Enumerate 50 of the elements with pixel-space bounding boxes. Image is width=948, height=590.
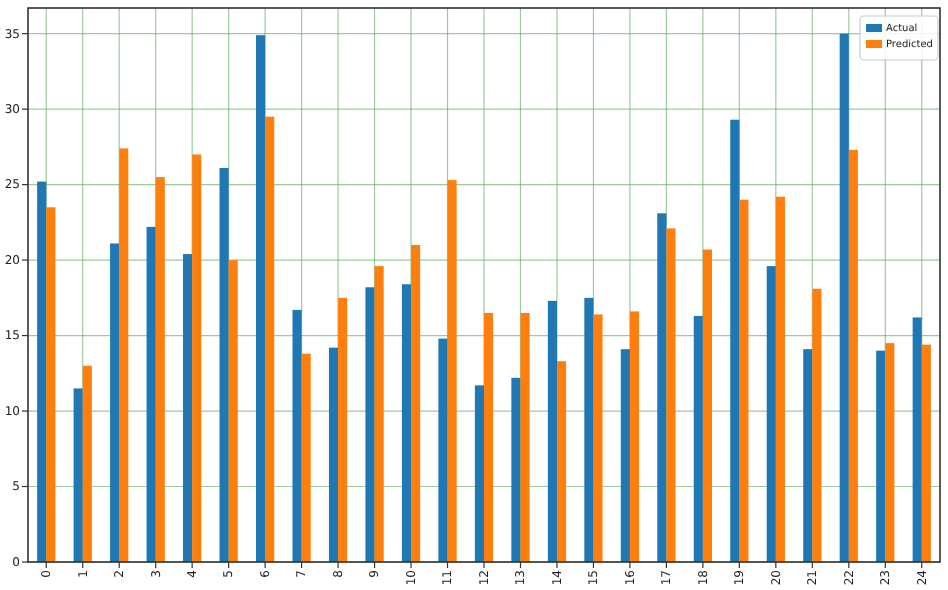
- bar: [848, 149, 858, 562]
- bar: [82, 365, 92, 562]
- bar: [328, 347, 339, 562]
- bar: [803, 349, 813, 562]
- bar: [885, 343, 895, 562]
- bar: [912, 317, 922, 562]
- bar: [629, 311, 640, 562]
- bar: [921, 344, 931, 562]
- bar: [620, 349, 630, 562]
- bar: [775, 196, 785, 562]
- bar: [484, 312, 494, 562]
- bar: [73, 388, 83, 562]
- bar: [511, 377, 521, 562]
- bar: [447, 180, 457, 562]
- bar: [119, 148, 129, 562]
- bar: [876, 350, 886, 562]
- bar: [146, 226, 156, 562]
- bar: [556, 361, 567, 562]
- bar: [183, 254, 193, 562]
- bar: [338, 297, 348, 562]
- bar: [657, 213, 667, 562]
- bar: [411, 245, 421, 562]
- bar: [547, 300, 557, 562]
- bar: [730, 119, 740, 562]
- bar: [46, 207, 56, 562]
- bar: [110, 243, 120, 562]
- bar: [474, 385, 484, 562]
- bar: [228, 260, 238, 562]
- bar: [292, 309, 302, 562]
- bar: [301, 353, 311, 562]
- bar: [812, 288, 822, 562]
- bar: [192, 154, 202, 562]
- bar: [839, 33, 849, 562]
- bar: [374, 266, 384, 562]
- bar: [365, 287, 375, 562]
- bar: [693, 315, 703, 562]
- bar: [401, 284, 412, 562]
- bar: [265, 116, 275, 562]
- bar: [702, 249, 712, 562]
- bar: [438, 338, 448, 562]
- bar: [155, 177, 165, 562]
- bar: [584, 297, 594, 562]
- bar: [256, 35, 266, 562]
- bar: [666, 228, 676, 562]
- bar: [520, 312, 530, 562]
- bar: [593, 314, 603, 562]
- bar: [219, 168, 229, 562]
- bar: [37, 181, 47, 562]
- bar: [766, 266, 776, 562]
- bar: [739, 199, 749, 562]
